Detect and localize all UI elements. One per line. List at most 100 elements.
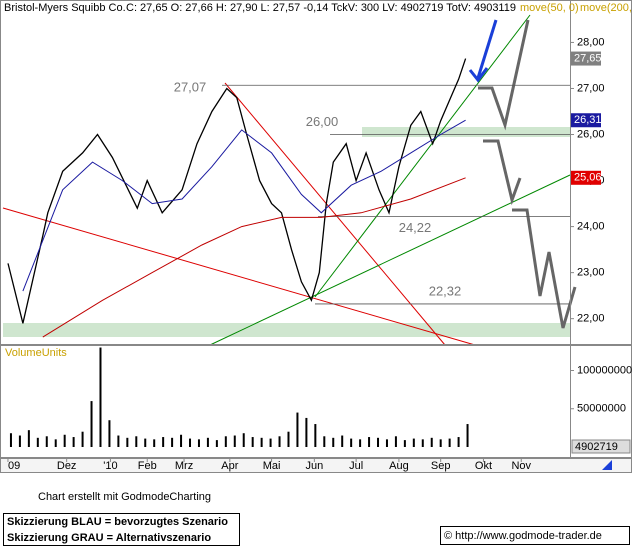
y-tick-label: 26,00: [577, 128, 605, 140]
price-tag: [571, 113, 601, 128]
x-tick-label: Nov: [511, 460, 531, 472]
moving-average: [22, 119, 466, 292]
volume-bar: [153, 439, 156, 447]
volume-tag: [571, 439, 631, 454]
volume-bar: [144, 438, 147, 447]
volume-bar: [54, 439, 57, 447]
volume-bar: [323, 436, 326, 447]
x-tick-label: Okt: [475, 460, 492, 472]
volume-bar: [421, 439, 424, 447]
volume-bar: [171, 437, 174, 447]
volume-bar: [269, 438, 272, 447]
legend-box: [3, 513, 240, 546]
volume-bar: [332, 437, 335, 447]
volume-tag-label: 4902719: [575, 441, 618, 453]
copyright: © http://www.godmode-trader.de: [444, 530, 602, 542]
header-quote: C: 27,65 O: 27,66 H: 27,90 L: 27,57 -0,1…: [126, 2, 516, 14]
volume-bar: [206, 437, 209, 447]
x-tick-label: Sep: [431, 460, 451, 472]
volume-bar: [394, 436, 397, 447]
volume-bar: [63, 434, 66, 447]
panel-title: VolumeUnits: [5, 347, 67, 359]
y-tick-label: 24,00: [577, 221, 605, 233]
volume-bar: [260, 437, 263, 447]
x-tick-label: Jul: [349, 460, 363, 472]
level-label: 24,22: [399, 220, 432, 235]
x-tick-label: Jun: [305, 460, 323, 472]
volume-bar: [90, 401, 93, 447]
price-tag-label: 26,31: [574, 114, 602, 126]
volume-bar: [377, 437, 380, 447]
logo-icon: [602, 460, 612, 470]
volume-bar: [233, 435, 236, 447]
volume-bar: [224, 436, 227, 447]
scenario-gray: [483, 139, 522, 206]
x-tick-label: '10: [103, 460, 117, 472]
volume-bar: [466, 424, 469, 447]
price-line: [7, 58, 467, 324]
volume-bar: [341, 435, 344, 447]
x-tick-label: Aug: [389, 460, 409, 472]
volume-bar: [350, 438, 353, 447]
level-label: 27,07: [174, 80, 207, 95]
x-tick-label: Apr: [221, 460, 238, 472]
y-tick-label: 22,00: [577, 313, 605, 325]
x-tick-label: Mai: [263, 460, 281, 472]
trend-line: [314, 14, 531, 298]
support-zone: [3, 323, 570, 337]
moving-average: [42, 177, 466, 338]
y-tick-label: 23,00: [577, 267, 605, 279]
volume-bar: [18, 435, 21, 447]
price-tag-label: 25,06: [574, 172, 602, 184]
volume-bar: [448, 438, 451, 447]
volume-bar: [81, 431, 84, 447]
volume-bar: [278, 436, 281, 447]
copyright-box: [440, 526, 630, 545]
credit: Chart erstellt mit GodmodeCharting: [38, 491, 211, 503]
y-tick-label: 100000000: [577, 364, 632, 376]
header-ma50: move(50, 0): [520, 2, 579, 14]
volume-bar: [385, 439, 388, 447]
volume-bar: [197, 439, 200, 447]
x-tick-label: Feb: [138, 460, 157, 472]
x-tick-label: Mrz: [175, 460, 193, 472]
volume-bar: [189, 438, 192, 447]
volume-bar: [242, 433, 245, 447]
volume-bar: [9, 433, 12, 447]
legend-gray: Skizzierung GRAU = Alternativszenario: [7, 532, 211, 544]
trend-line: [209, 174, 571, 346]
y-tick-label: 27,00: [577, 82, 605, 94]
trend-line: [2, 207, 476, 346]
volume-bar: [27, 430, 30, 447]
scenario-gray: [478, 19, 530, 131]
volume-bar: [135, 436, 138, 447]
volume-bar: [439, 439, 442, 447]
scenario-blue-arrowhead: [468, 67, 489, 83]
volume-bar: [180, 434, 183, 447]
volume-bar: [359, 439, 362, 447]
support-zone: [362, 127, 570, 137]
y-tick-label: 50000000: [577, 403, 626, 415]
level-label: 26,00: [306, 114, 339, 129]
y-tick-label: 28,00: [577, 36, 605, 48]
volume-bar: [99, 347, 102, 447]
volume-bar: [287, 431, 290, 447]
price-tag-label: 27,65: [574, 52, 602, 64]
volume-bar: [36, 437, 39, 447]
volume-bar: [296, 412, 299, 447]
x-tick-label: Dez: [57, 460, 77, 472]
volume-bar: [72, 437, 75, 447]
volume-bar: [108, 420, 111, 447]
volume-bar: [162, 437, 165, 447]
volume-bar: [368, 437, 371, 447]
header-name: Bristol-Myers Squibb Co.: [4, 2, 126, 14]
legend-blue: Skizzierung BLAU = bevorzugtes Szenario: [7, 516, 228, 528]
volume-bar: [457, 437, 460, 447]
volume-bar: [117, 435, 120, 447]
volume-bar: [403, 440, 406, 447]
volume-bar: [251, 437, 254, 447]
scenario-blue: [476, 19, 498, 79]
price-tag: [571, 170, 601, 185]
price-tag: [571, 51, 601, 66]
